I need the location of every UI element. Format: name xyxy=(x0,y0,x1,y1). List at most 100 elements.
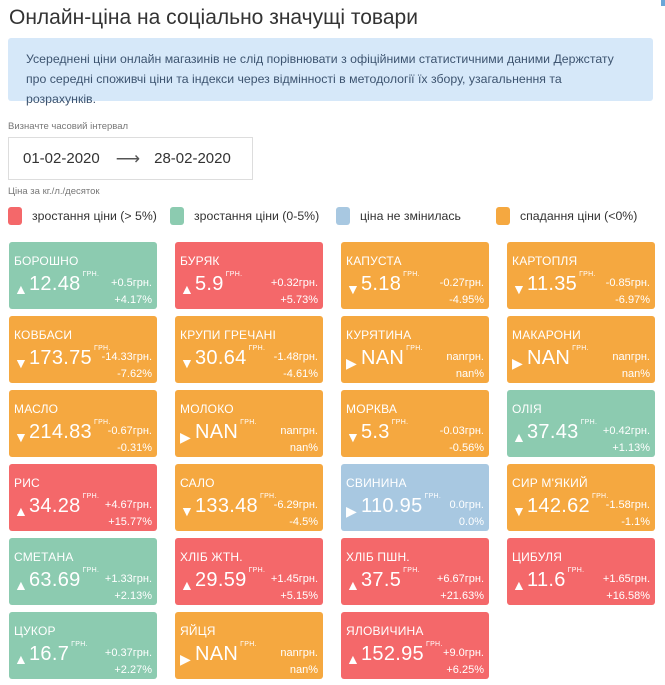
triangle-down-icon: ▼ xyxy=(512,281,526,297)
product-card[interactable]: КАПУСТА ▼ 5.18 ГРН. -0.27грн. -4.95% xyxy=(341,242,489,309)
currency-unit: ГРН. xyxy=(579,271,596,278)
product-price: 133.48 ГРН. xyxy=(195,493,277,517)
triangle-up-icon: ▲ xyxy=(180,577,194,593)
currency-unit: ГРН. xyxy=(572,345,589,352)
product-card[interactable]: КАРТОПЛЯ ▼ 11.35 ГРН. -0.85грн. -6.97% xyxy=(507,242,655,309)
price-change-absolute: +1.45грн. xyxy=(270,573,318,585)
product-card[interactable]: КРУПИ ГРЕЧАНІ ▼ 30.64 ГРН. -1.48грн. -4.61% xyxy=(175,316,323,383)
price-change-absolute: +0.5грн. xyxy=(111,277,152,289)
legend: зростання ціни (> 5%) зростання ціни (0-… xyxy=(0,207,665,229)
triangle-up-icon: ▲ xyxy=(14,651,28,667)
product-card[interactable]: ЦУКОР ▲ 16.7 ГРН. +0.37грн. +2.27% xyxy=(9,612,157,679)
triangle-up-icon: ▲ xyxy=(14,281,28,297)
currency-unit: ГРН. xyxy=(425,641,443,648)
triangle-down-icon: ▼ xyxy=(346,281,360,297)
product-price: NAN ГРН. xyxy=(195,641,257,665)
triangle-right-icon: ▶ xyxy=(180,429,191,445)
price-change-absolute: +1.65грн. xyxy=(602,573,650,585)
currency-unit: ГРН. xyxy=(71,641,88,648)
product-name: КРУПИ ГРЕЧАНІ xyxy=(180,328,277,342)
product-name: КУРЯТИНА xyxy=(346,328,412,342)
product-card[interactable]: ОЛІЯ ▲ 37.43 ГРН. +0.42грн. +1.13% xyxy=(507,390,655,457)
triangle-up-icon: ▲ xyxy=(14,503,28,519)
triangle-right-icon: ▶ xyxy=(346,503,357,519)
product-price: 214.83 ГРН. xyxy=(29,419,111,443)
currency-unit: ГРН. xyxy=(248,567,266,574)
triangle-up-icon: ▲ xyxy=(14,577,28,593)
currency-unit: ГРН. xyxy=(591,493,609,500)
currency-unit: ГРН. xyxy=(248,345,266,352)
product-name: ОЛІЯ xyxy=(512,402,542,416)
product-card[interactable]: ЯЛОВИЧИНА ▲ 152.95 ГРН. +9.0грн. +6.25% xyxy=(341,612,489,679)
product-name: МАСЛО xyxy=(14,402,59,416)
price-change-percent: -4.5% xyxy=(289,516,318,528)
triangle-up-icon: ▲ xyxy=(346,651,360,667)
product-price: 29.59 ГРН. xyxy=(195,567,266,591)
price-change-absolute: -0.03грн. xyxy=(439,425,484,437)
price-change-absolute: 0.0грн. xyxy=(449,499,484,511)
product-card[interactable]: ЯЙЦЯ ▶ NAN ГРН. nanгрн. nan% xyxy=(175,612,323,679)
legend-label: зростання ціни (> 5%) xyxy=(32,209,157,223)
product-card[interactable]: СИР М'ЯКИЙ ▼ 142.62 ГРН. -1.58грн. -1.1% xyxy=(507,464,655,531)
currency-unit: ГРН. xyxy=(403,567,420,574)
currency-unit: ГРН. xyxy=(82,567,100,574)
product-price: 11.6 ГРН. xyxy=(527,567,585,591)
price-change-absolute: +0.32грн. xyxy=(270,277,318,289)
triangle-down-icon: ▼ xyxy=(346,429,360,445)
price-change-absolute: -0.85грн. xyxy=(605,277,650,289)
currency-unit: ГРН. xyxy=(82,271,100,278)
currency-unit: ГРН. xyxy=(240,419,257,426)
price-change-percent: -0.56% xyxy=(449,442,484,454)
product-card[interactable]: РИС ▲ 34.28 ГРН. +4.67грн. +15.77% xyxy=(9,464,157,531)
product-card[interactable]: КОВБАСИ ▼ 173.75 ГРН. -14.33грн. -7.62% xyxy=(9,316,157,383)
product-card[interactable]: МОЛОКО ▶ NAN ГРН. nanгрн. nan% xyxy=(175,390,323,457)
price-change-percent: -7.62% xyxy=(117,368,152,380)
product-name: СМЕТАНА xyxy=(14,550,74,564)
product-card[interactable]: БУРЯК ▲ 5.9 ГРН. +0.32грн. +5.73% xyxy=(175,242,323,309)
triangle-up-icon: ▲ xyxy=(346,577,360,593)
product-name: СИР М'ЯКИЙ xyxy=(512,476,588,490)
price-change-absolute: +4.67грн. xyxy=(104,499,152,511)
price-change-percent: -1.1% xyxy=(621,516,650,528)
product-card[interactable]: КУРЯТИНА ▶ NAN ГРН. nanгрн. nan% xyxy=(341,316,489,383)
price-change-percent: nan% xyxy=(289,664,318,676)
currency-unit: ГРН. xyxy=(580,419,598,426)
product-card[interactable]: САЛО ▼ 133.48 ГРН. -6.29грн. -4.5% xyxy=(175,464,323,531)
product-card[interactable]: ЦИБУЛЯ ▲ 11.6 ГРН. +1.65грн. +16.58% xyxy=(507,538,655,605)
product-name: БОРОШНО xyxy=(14,254,79,268)
price-change-percent: -4.61% xyxy=(283,368,318,380)
product-price: NAN ГРН. xyxy=(361,345,423,369)
date-range-picker[interactable]: 01-02-2020 ⟶ 28-02-2020 xyxy=(8,137,253,180)
product-card[interactable]: МОРКВА ▼ 5.3 ГРН. -0.03грн. -0.56% xyxy=(341,390,489,457)
product-card[interactable]: БОРОШНО ▲ 12.48 ГРН. +0.5грн. +4.17% xyxy=(9,242,157,309)
price-change-percent: -4.95% xyxy=(449,294,484,306)
window-corner-marker xyxy=(661,0,665,6)
currency-unit: ГРН. xyxy=(82,493,100,500)
price-change-percent: +5.15% xyxy=(280,590,318,602)
price-change-percent: +5.73% xyxy=(280,294,318,306)
start-date-input[interactable]: 01-02-2020 xyxy=(23,150,100,167)
price-change-percent: nan% xyxy=(289,442,318,454)
product-price: 63.69 ГРН. xyxy=(29,567,100,591)
legend-item-unchanged: ціна не змінилась xyxy=(336,207,461,225)
product-card[interactable]: ХЛІБ ПШН. ▲ 37.5 ГРН. +6.67грн. +21.63% xyxy=(341,538,489,605)
legend-label: ціна не змінилась xyxy=(360,209,461,223)
product-price: 142.62 ГРН. xyxy=(527,493,609,517)
end-date-input[interactable]: 28-02-2020 xyxy=(154,150,231,167)
triangle-right-icon: ▶ xyxy=(512,355,523,371)
legend-item-rise-0-5: зростання ціни (0-5%) xyxy=(170,207,319,225)
price-change-absolute: -6.29грн. xyxy=(273,499,318,511)
product-card[interactable]: СМЕТАНА ▲ 63.69 ГРН. +1.33грн. +2.13% xyxy=(9,538,157,605)
product-card[interactable]: СВИНИНА ▶ 110.95 ГРН. 0.0грн. 0.0% xyxy=(341,464,489,531)
price-change-percent: +16.58% xyxy=(606,590,650,602)
product-price: NAN ГРН. xyxy=(527,345,589,369)
product-card[interactable]: МАКАРОНИ ▶ NAN ГРН. nanгрн. nan% xyxy=(507,316,655,383)
product-name: САЛО xyxy=(180,476,215,490)
product-card[interactable]: ХЛІБ ЖТН. ▲ 29.59 ГРН. +1.45грн. +5.15% xyxy=(175,538,323,605)
price-change-percent: nan% xyxy=(621,368,650,380)
product-name: МОЛОКО xyxy=(180,402,234,416)
product-card[interactable]: МАСЛО ▼ 214.83 ГРН. -0.67грн. -0.31% xyxy=(9,390,157,457)
product-price: 5.9 ГРН. xyxy=(195,271,243,295)
product-price: 5.3 ГРН. xyxy=(361,419,409,443)
price-change-percent: +4.17% xyxy=(114,294,152,306)
